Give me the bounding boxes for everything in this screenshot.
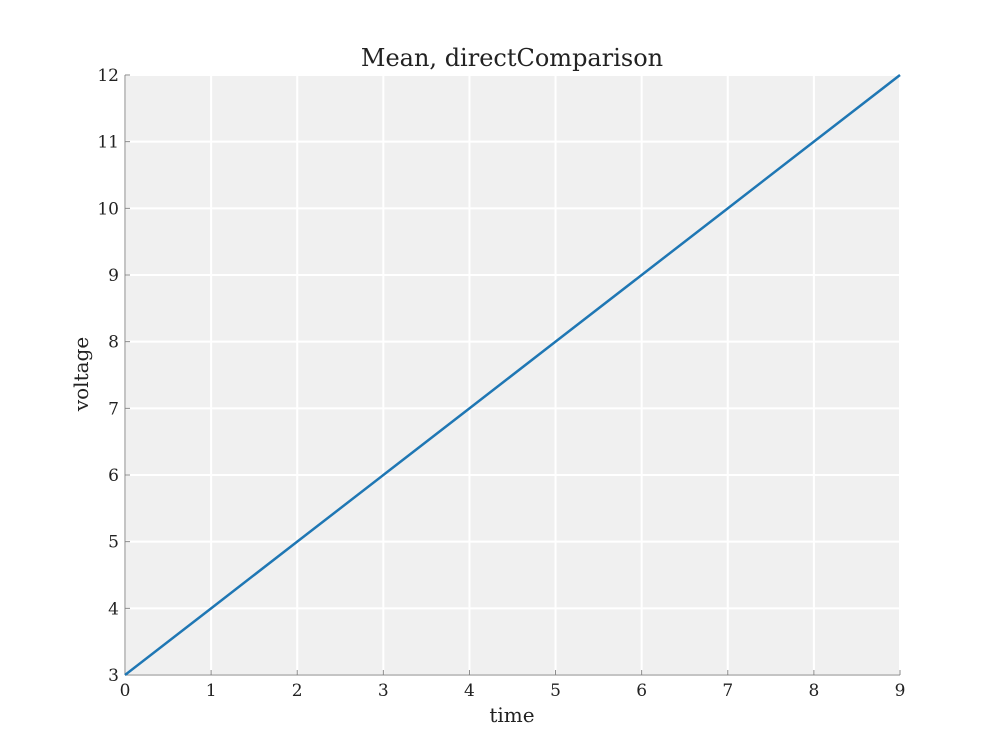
y-tick-labels: 3 4 5 6 7 8 9 10 11 12 [97, 66, 119, 686]
x-tick-label: 4 [464, 681, 475, 701]
series-layer [124, 74, 901, 676]
x-tick-label: 7 [722, 681, 733, 701]
x-tick-label: 5 [550, 681, 561, 701]
x-tick-label: 8 [808, 681, 819, 701]
y-tick-label: 10 [97, 199, 119, 219]
x-tick-label: 2 [292, 681, 303, 701]
x-tick-label: 0 [120, 681, 131, 701]
y-tick-label: 7 [108, 399, 119, 419]
chart-title: Mean, directComparison [361, 44, 663, 72]
y-tick-label: 5 [108, 533, 119, 553]
y-tick-label: 11 [97, 133, 119, 153]
y-axis-label: voltage [69, 337, 93, 412]
y-tick-label: 9 [108, 266, 119, 286]
y-tick-label: 6 [108, 466, 119, 486]
x-tick-labels: 0 1 2 3 4 5 6 7 8 9 [120, 681, 906, 701]
x-axis-label: time [489, 703, 534, 727]
y-tick-label: 12 [97, 66, 119, 86]
y-tick-label: 4 [108, 599, 119, 619]
y-tick-label: 8 [108, 333, 119, 353]
series-line [124, 74, 901, 676]
x-tick-label: 6 [636, 681, 647, 701]
x-tick-label: 9 [895, 681, 906, 701]
x-tick-label: 1 [206, 681, 217, 701]
x-tick-label: 3 [378, 681, 389, 701]
y-tick-label: 3 [108, 666, 119, 686]
axes [124, 74, 901, 676]
